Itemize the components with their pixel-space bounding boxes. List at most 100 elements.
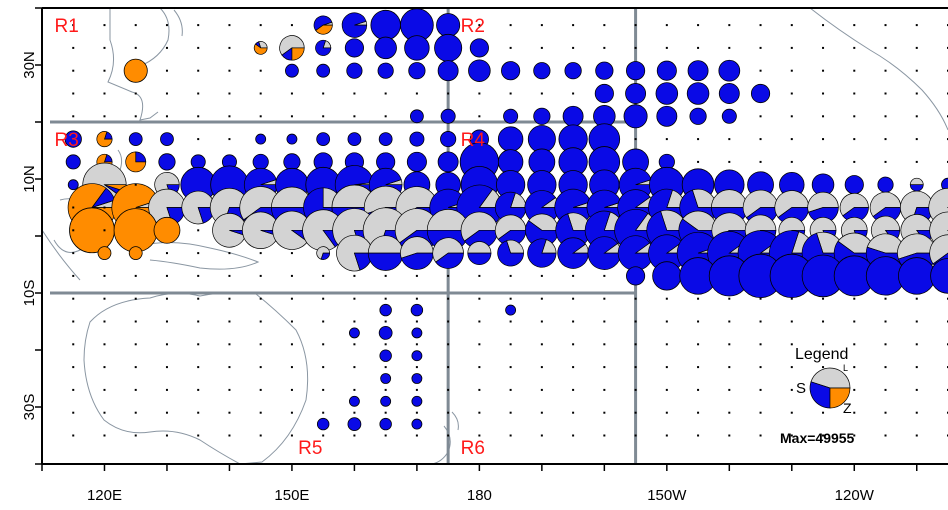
pie-44 bbox=[721, 108, 737, 124]
pie-107-slice-s bbox=[909, 177, 924, 186]
pie-107-slice-l bbox=[909, 184, 924, 192]
grid-dot bbox=[728, 366, 731, 369]
grid-dot bbox=[572, 46, 575, 49]
grid-dot bbox=[384, 434, 387, 437]
grid-dot bbox=[759, 24, 762, 27]
pie-122-slice-l bbox=[494, 191, 527, 224]
pie-16-slice-l bbox=[346, 62, 363, 79]
grid-dot bbox=[759, 343, 762, 346]
pie-168-slice-l bbox=[367, 252, 404, 271]
grid-dot bbox=[415, 297, 418, 300]
grid-dot bbox=[572, 411, 575, 414]
grid-dot bbox=[384, 297, 387, 300]
grid-dot bbox=[290, 274, 293, 277]
pie-28-slice-l bbox=[718, 59, 741, 82]
grid-dot bbox=[790, 24, 793, 27]
grid-dot bbox=[509, 434, 512, 437]
grid-dot bbox=[822, 115, 825, 118]
grid-dot bbox=[259, 24, 262, 27]
pie-208 bbox=[348, 395, 360, 407]
pie-18-slice-l bbox=[408, 62, 426, 80]
legend-label-s: S bbox=[796, 380, 806, 397]
grid-dot bbox=[259, 115, 262, 118]
pie-46 bbox=[96, 131, 113, 148]
grid-dot bbox=[665, 343, 668, 346]
pie-34-slice-l bbox=[750, 83, 771, 104]
grid-dot bbox=[197, 343, 200, 346]
legend-pie-glyph-slice-s bbox=[810, 367, 851, 389]
pie-213-slice-l bbox=[379, 417, 392, 431]
grid-dot bbox=[228, 92, 231, 95]
grid-dot bbox=[72, 274, 75, 277]
grid-dot bbox=[103, 297, 106, 300]
grid-dot bbox=[790, 388, 793, 391]
pie-37-slice-l bbox=[503, 108, 519, 124]
pie-27 bbox=[687, 60, 709, 82]
grid-dot bbox=[572, 320, 575, 323]
legend-pie-glyph-slice-l bbox=[809, 381, 831, 409]
grid-dot bbox=[884, 160, 887, 163]
grid-dot bbox=[634, 411, 637, 414]
grid-dot bbox=[415, 388, 418, 391]
grid-dot bbox=[134, 24, 137, 27]
grid-dot bbox=[915, 434, 918, 437]
grid-dot bbox=[697, 434, 700, 437]
grid-dot bbox=[822, 297, 825, 300]
grid-dot bbox=[228, 274, 231, 277]
pie-21 bbox=[501, 61, 521, 81]
grid-dot bbox=[228, 24, 231, 27]
pie-206-slice-l bbox=[380, 373, 392, 384]
grid-dot bbox=[603, 24, 606, 27]
grid-dot bbox=[72, 115, 75, 118]
pie-38-slice-l bbox=[533, 107, 551, 125]
grid-dot bbox=[290, 92, 293, 95]
grid-dot bbox=[790, 297, 793, 300]
pie-207 bbox=[411, 373, 423, 384]
grid-dot bbox=[697, 138, 700, 141]
pie-19 bbox=[437, 60, 459, 82]
pie-1 bbox=[341, 12, 368, 38]
pie-10-slice-l bbox=[404, 35, 430, 61]
grid-dot bbox=[447, 274, 450, 277]
pie-35-slice-l bbox=[410, 109, 424, 124]
pie-26 bbox=[656, 60, 677, 81]
grid-dot bbox=[447, 388, 450, 391]
grid-dot bbox=[915, 138, 918, 141]
grid-dot bbox=[540, 297, 543, 300]
pie-42 bbox=[656, 105, 678, 127]
grid-dot bbox=[228, 343, 231, 346]
pie-36-slice-l bbox=[440, 108, 456, 124]
grid-dot bbox=[853, 388, 856, 391]
grid-dot bbox=[103, 206, 106, 209]
grid-dot bbox=[540, 388, 543, 391]
pie-198-slice-l bbox=[379, 303, 392, 317]
grid-dot bbox=[728, 388, 731, 391]
pie-202-slice-l bbox=[378, 326, 393, 340]
grid-dot bbox=[384, 343, 387, 346]
pie-105-slice-l bbox=[844, 175, 864, 195]
pie-4-slice-l bbox=[436, 13, 461, 38]
grid-dot bbox=[509, 92, 512, 95]
pie-2 bbox=[370, 9, 401, 41]
pie-164-slice-z bbox=[97, 246, 112, 260]
grid-dot bbox=[103, 411, 106, 414]
grid-dot bbox=[572, 343, 575, 346]
grid-dot bbox=[634, 320, 637, 323]
grid-dot bbox=[509, 297, 512, 300]
grid-dot bbox=[790, 366, 793, 369]
pie-17 bbox=[377, 62, 394, 79]
grid-dot bbox=[728, 138, 731, 141]
pie-168 bbox=[367, 235, 404, 271]
americas-coastline bbox=[809, 8, 948, 131]
pie-45 bbox=[64, 130, 82, 148]
legend-title: Legend bbox=[795, 346, 848, 363]
grid-dot bbox=[853, 320, 856, 323]
grid-dot bbox=[697, 297, 700, 300]
grid-dot bbox=[103, 92, 106, 95]
pie-200 bbox=[505, 304, 517, 316]
grid-dot bbox=[790, 434, 793, 437]
grid-dot bbox=[228, 69, 231, 72]
pie-49-slice-l bbox=[255, 133, 267, 145]
pie-138-slice-z bbox=[113, 208, 158, 253]
grid-dot bbox=[759, 138, 762, 141]
